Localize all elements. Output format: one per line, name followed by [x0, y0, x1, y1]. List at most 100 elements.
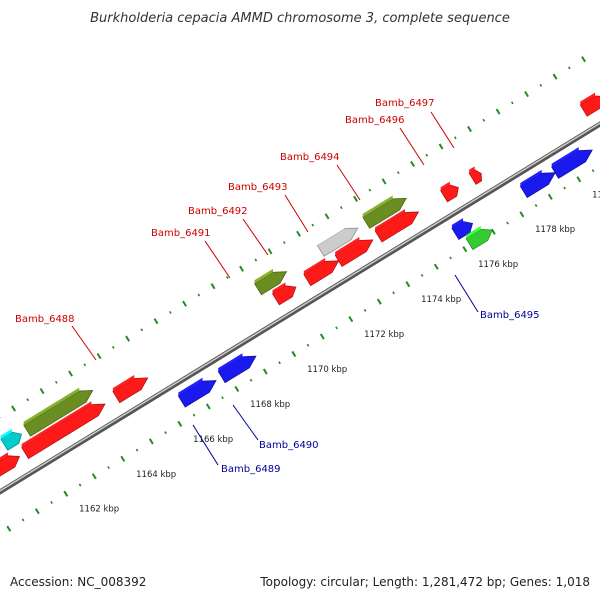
- scale-tick: [39, 387, 45, 395]
- gene-feature-bevel: [272, 282, 286, 294]
- scale-tick: [96, 353, 102, 360]
- scale-tick: [438, 143, 444, 150]
- scale-tick: [296, 230, 301, 237]
- gene-feature[interactable]: [579, 95, 600, 117]
- gene-label-bamb-6488[interactable]: Bamb_6488: [15, 314, 75, 325]
- gene-feature[interactable]: [0, 431, 22, 451]
- gene-label-bamb-6496[interactable]: Bamb_6496: [345, 115, 405, 126]
- scale-tick: [519, 211, 525, 218]
- scale-tick: [225, 276, 229, 279]
- gene-feature-bevel: [23, 387, 80, 426]
- gene-label-bamb-6489[interactable]: Bamb_6489: [221, 464, 281, 475]
- gene-feature-bevel: [335, 237, 360, 256]
- scale-tick: [140, 328, 144, 332]
- gene-labels: Bamb_6488 Bamb_6491 Bamb_6492 Bamb_6493 …: [15, 98, 540, 475]
- scale-tick: [278, 361, 281, 365]
- scale-tick-label: 1178 kbp: [535, 225, 575, 235]
- gene-feature[interactable]: [217, 355, 257, 384]
- label-leader-line: [232, 404, 259, 441]
- scale-tick: [405, 281, 411, 288]
- label-leader-line: [284, 194, 309, 233]
- gene-feature[interactable]: [254, 271, 288, 296]
- scale-tick: [21, 518, 25, 522]
- gene-label-bamb-6497[interactable]: Bamb_6497: [375, 98, 435, 109]
- gene-feature[interactable]: [0, 455, 21, 477]
- gene-label-bamb-6494[interactable]: Bamb_6494: [280, 152, 340, 163]
- scale-tick: [339, 206, 343, 210]
- gene-feature[interactable]: [551, 149, 593, 179]
- gene-label-bamb-6493[interactable]: Bamb_6493: [228, 182, 288, 193]
- gene-feature[interactable]: [334, 239, 374, 267]
- gene-label-bamb-6490[interactable]: Bamb_6490: [259, 440, 319, 451]
- scale-tick: [153, 318, 159, 325]
- scale-tick: [135, 448, 139, 452]
- accession-text: Accession: NC_008392: [10, 575, 146, 589]
- gene-feature[interactable]: [519, 172, 556, 199]
- scale-tick-label: 1176 kbp: [478, 260, 518, 270]
- scale-tick: [177, 420, 183, 427]
- map-title: Burkholderia cepacia AMMD chromosome 3, …: [90, 11, 510, 26]
- gene-feature[interactable]: [272, 285, 297, 306]
- scale-tick: [453, 136, 457, 140]
- scale-tick: [547, 193, 553, 200]
- gene-feature[interactable]: [465, 228, 493, 251]
- gene-feature[interactable]: [177, 380, 217, 408]
- gene-feature[interactable]: [23, 390, 94, 437]
- scale-tick: [54, 380, 58, 384]
- scale-tick: [433, 263, 439, 270]
- gene-feature-bevel: [178, 377, 203, 397]
- scale-tick: [6, 525, 12, 532]
- gene-label-bamb-6495[interactable]: Bamb_6495: [480, 310, 540, 321]
- gene-feature-bevel: [451, 218, 464, 229]
- gene-feature-bevel: [218, 353, 243, 372]
- gene-label-bamb-6491[interactable]: Bamb_6491: [151, 228, 211, 239]
- scale-tick: [425, 153, 429, 157]
- gene-feature[interactable]: [362, 197, 407, 229]
- scale-tick-label: 1172 kbp: [364, 330, 404, 340]
- scale-tick: [78, 483, 82, 487]
- scale-tick: [34, 508, 40, 515]
- gene-feature-bevel: [21, 401, 92, 448]
- scale-tick: [567, 66, 571, 70]
- gene-feature-bevel: [580, 92, 596, 106]
- scale-tick: [552, 73, 558, 80]
- gene-feature-bevel: [465, 225, 481, 239]
- scale-tick: [376, 298, 382, 305]
- scale-tick-label: 1162 kbp: [79, 505, 119, 515]
- gene-feature[interactable]: [303, 260, 340, 287]
- scale-tick-label: 1164 kbp: [136, 470, 176, 480]
- scale-tick: [63, 490, 69, 497]
- scale-tick-label: 1174 kbp: [421, 295, 461, 305]
- scale-tick: [262, 368, 268, 375]
- scale-tick: [125, 335, 130, 342]
- scale-tick: [534, 204, 538, 208]
- scale-tick: [239, 265, 244, 272]
- feature-track: [0, 92, 600, 477]
- gene-feature[interactable]: [112, 377, 149, 404]
- scale-tick: [510, 101, 514, 105]
- gene-label-bamb-6492[interactable]: Bamb_6492: [188, 206, 248, 217]
- gene-feature[interactable]: [468, 169, 482, 185]
- scale-tick: [581, 56, 586, 63]
- scale-tick: [168, 310, 172, 314]
- scale-tick: [576, 176, 582, 183]
- scale-tick: [192, 413, 196, 417]
- scale-tick-label: 1166 kbp: [193, 435, 233, 445]
- gene-feature[interactable]: [374, 211, 420, 243]
- label-leader-line: [192, 424, 219, 466]
- gene-feature[interactable]: [316, 227, 359, 257]
- scale-tick: [107, 466, 110, 470]
- scale-tick: [348, 316, 354, 323]
- backbone: [0, 121, 600, 495]
- scale-tick: [324, 213, 330, 220]
- gene-feature-bevel: [254, 268, 274, 284]
- scale-tick: [396, 171, 400, 175]
- scale-tick: [449, 256, 452, 260]
- scale-tick-label: 1180 kbp: [592, 190, 600, 200]
- gene-feature[interactable]: [440, 184, 459, 203]
- scale-tick: [249, 378, 253, 382]
- scale-tick: [392, 291, 395, 295]
- gene-feature[interactable]: [21, 403, 106, 460]
- scale-tick: [26, 398, 30, 402]
